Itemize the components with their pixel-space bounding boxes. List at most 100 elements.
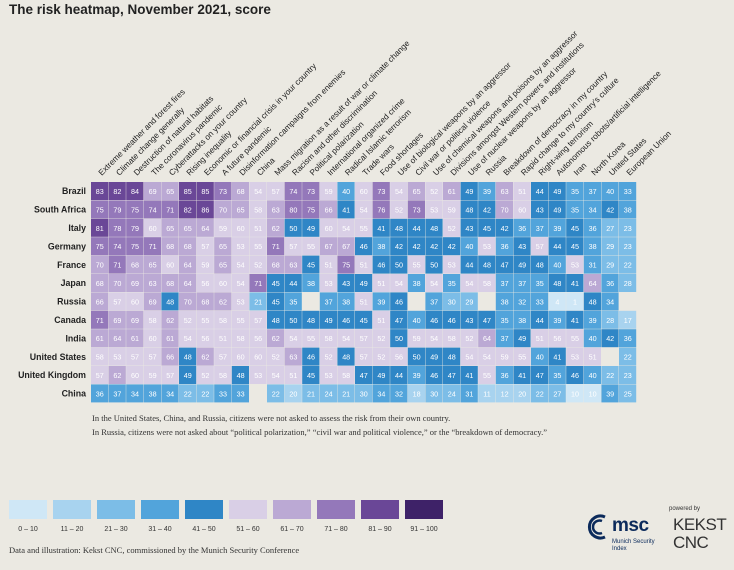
heatmap-cell [355, 329, 373, 348]
heatmap-cell [319, 255, 337, 274]
heatmap-cell [548, 310, 566, 329]
heatmap-cell [231, 384, 249, 403]
legend-swatch [405, 500, 443, 519]
cell-value: 69 [113, 316, 121, 325]
heatmap-cell [619, 347, 637, 366]
heatmap-cell [231, 366, 249, 384]
cell-value: 51 [254, 224, 262, 233]
heatmap-cell [566, 384, 584, 403]
heatmap-cell [196, 200, 214, 219]
heatmap-cell [143, 218, 161, 237]
legend-item: 71 – 80 [317, 500, 355, 533]
cell-value: 65 [219, 242, 227, 251]
heatmap-cell [302, 200, 320, 219]
heatmap-cell [531, 384, 549, 403]
heatmap-cell [302, 274, 320, 292]
heatmap-cell [319, 218, 337, 237]
cell-value: 51 [325, 261, 333, 270]
heatmap-cell [425, 237, 443, 256]
cell-value: 48 [342, 353, 350, 362]
heatmap-cell [531, 218, 549, 237]
cell-value: 41 [465, 371, 473, 380]
heatmap-cell [372, 218, 390, 237]
row-label: France [57, 260, 86, 270]
heatmap-cell [407, 182, 425, 200]
heatmap-cell [231, 274, 249, 292]
heatmap-cell [460, 182, 478, 200]
heatmap-cell [231, 292, 249, 311]
heatmap-cell [601, 255, 619, 274]
heatmap-cell [249, 329, 267, 348]
heatmap-cell [143, 384, 161, 403]
heatmap-cell [460, 329, 478, 348]
heatmap-cell [531, 310, 549, 329]
cell-value: 56 [553, 334, 561, 343]
cell-value: 24 [325, 389, 333, 398]
heatmap-cell [319, 200, 337, 219]
cell-value: 67 [342, 242, 350, 251]
heatmap-cell [126, 347, 144, 366]
heatmap-cell [161, 384, 179, 403]
cell-value: 46 [395, 297, 403, 306]
heatmap-cell [425, 255, 443, 274]
heatmap-cell [548, 274, 566, 292]
cell-value: 54 [342, 334, 350, 343]
heatmap-cell [548, 366, 566, 384]
cell-value: 38 [624, 205, 632, 214]
heatmap-cell [495, 200, 513, 219]
heatmap-cell [443, 274, 461, 292]
heatmap-cell [319, 182, 337, 200]
cell-value: 53 [448, 261, 456, 270]
heatmap-cell [126, 384, 144, 403]
cell-value: 48 [465, 205, 473, 214]
cell-value: 31 [589, 261, 597, 270]
heatmap-cell [425, 218, 443, 237]
heatmap-cell [355, 237, 373, 256]
heatmap-cell [126, 218, 144, 237]
cell-value: 58 [149, 316, 157, 325]
heatmap-cell [583, 366, 601, 384]
heatmap-cell [495, 384, 513, 403]
heatmap-cell [531, 255, 549, 274]
heatmap-cell [601, 182, 619, 200]
cell-value: 85 [201, 187, 209, 196]
cell-value: 48 [553, 279, 561, 288]
heatmap-cell [460, 347, 478, 366]
heatmap-cell [583, 237, 601, 256]
heatmap-cell [337, 366, 355, 384]
heatmap-cell [302, 182, 320, 200]
cell-value: 70 [184, 297, 192, 306]
cell-value: 12 [501, 389, 509, 398]
heatmap-cell [372, 384, 390, 403]
heatmap-cell [548, 237, 566, 256]
cell-value: 36 [501, 371, 509, 380]
cell-value: 48 [589, 297, 597, 306]
heatmap-cell [478, 218, 496, 237]
heatmap-cell [196, 274, 214, 292]
cell-value: 59 [413, 334, 421, 343]
cell-value: 51 [536, 334, 544, 343]
heatmap-cell [355, 200, 373, 219]
cell-value: 59 [201, 261, 209, 270]
cell-value: 25 [624, 389, 632, 398]
cell-value: 62 [201, 353, 209, 362]
cell-value: 53 [237, 242, 245, 251]
cell-value: 60 [166, 261, 174, 270]
heatmap-cell [513, 182, 531, 200]
heatmap-cell [372, 329, 390, 348]
heatmap-cell [355, 292, 373, 311]
cell-value: 23 [624, 242, 632, 251]
heatmap-cell [267, 200, 285, 219]
cell-value: 54 [237, 261, 245, 270]
heatmap-cell [214, 310, 232, 329]
cell-value: 68 [184, 242, 192, 251]
cell-value: 48 [237, 371, 245, 380]
cell-value: 57 [219, 353, 227, 362]
cell-value: 71 [272, 242, 280, 251]
heatmap-cell [231, 200, 249, 219]
heatmap-cell [196, 255, 214, 274]
cell-value: 44 [465, 261, 473, 270]
cell-value: 48 [184, 353, 192, 362]
heatmap-cell [601, 292, 619, 311]
heatmap-cell [91, 384, 109, 403]
